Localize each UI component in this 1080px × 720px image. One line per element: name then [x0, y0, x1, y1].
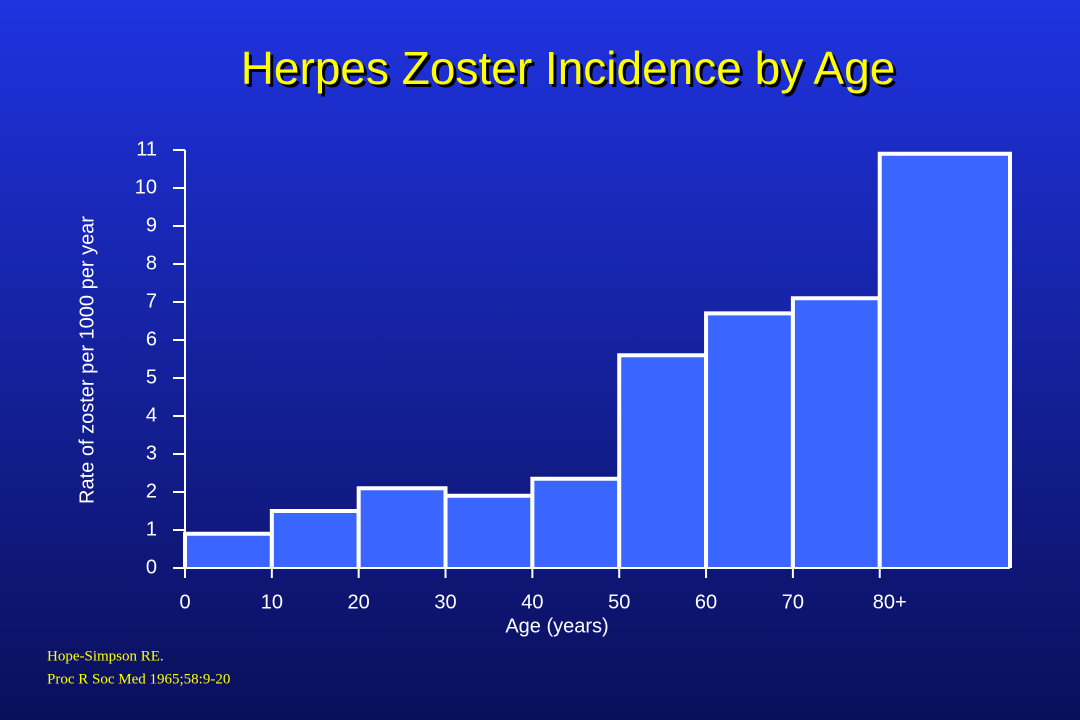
bar [358, 488, 446, 568]
bar [445, 495, 533, 568]
chart-title-shadow: Herpes Zoster Incidence by Age [244, 45, 899, 97]
x-tick-label: 10 [261, 591, 283, 613]
bar [879, 153, 1010, 569]
bar [185, 533, 272, 568]
x-tick-label: 20 [348, 591, 370, 613]
y-tick-label: 0 [146, 556, 157, 578]
bar [271, 511, 359, 568]
x-tick-label: 0 [179, 591, 190, 613]
x-tick-label: 30 [434, 591, 456, 613]
x-tick-label: 60 [695, 591, 717, 613]
x-tick-label: 40 [521, 591, 543, 613]
y-tick-label: 7 [146, 290, 157, 312]
citation: Hope-Simpson RE. [47, 648, 164, 664]
citation: Proc R Soc Med 1965;58:9-20 [47, 671, 230, 687]
bar-outline [877, 151, 1012, 568]
y-axis-label: Rate of zoster per 1000 per year [76, 216, 98, 504]
x-tick-label: 80+ [873, 591, 907, 613]
x-axis-label: Age (years) [505, 615, 608, 637]
bar [792, 298, 880, 568]
x-tick-label: 50 [608, 591, 630, 613]
y-tick-label: 8 [146, 252, 157, 274]
x-tick-label: 70 [782, 591, 804, 613]
y-tick-label: 5 [146, 366, 157, 388]
y-tick-label: 1 [146, 518, 157, 540]
y-tick-label: 3 [146, 442, 157, 464]
y-tick-label: 10 [135, 176, 157, 198]
chart-title: Herpes Zoster Incidence by Age [241, 42, 896, 94]
bar [706, 313, 793, 568]
y-tick-label: 11 [136, 138, 157, 160]
bar [619, 355, 707, 568]
bar [532, 478, 620, 568]
y-tick-label: 4 [146, 404, 157, 426]
y-tick-label: 2 [146, 480, 157, 502]
y-tick-label: 6 [146, 328, 157, 350]
y-tick-label: 9 [146, 214, 157, 236]
